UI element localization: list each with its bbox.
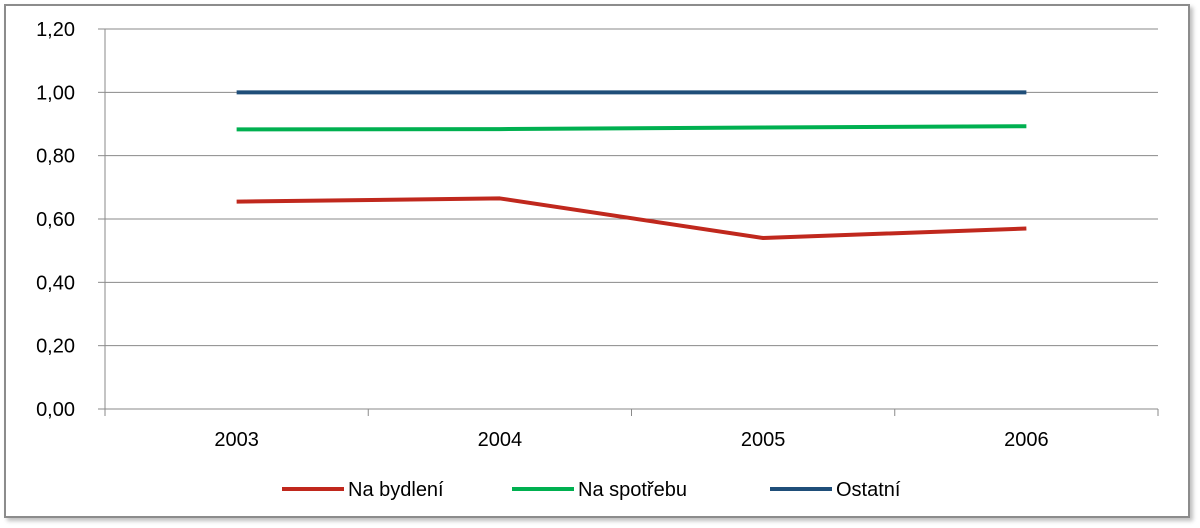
chart-frame <box>4 4 1190 518</box>
series-line-1 <box>236 196 1027 240</box>
x-tick-label: 2005 <box>741 429 786 451</box>
y-axis-ticks: 0,00 0,20 0,40 0,60 0,80 1,00 1,20 <box>36 19 105 421</box>
legend-label-1: Na bydlení <box>348 479 444 501</box>
x-tick-label: 2006 <box>1004 429 1049 451</box>
series-line-2 <box>236 124 1027 132</box>
legend-label-2: Na spotřebu <box>578 479 687 501</box>
y-tick-label: 1,00 <box>36 82 75 104</box>
x-tick-label: 2003 <box>214 429 259 451</box>
series-lines <box>236 90 1027 240</box>
x-tick-label: 2004 <box>478 429 523 451</box>
y-tick-label: 1,20 <box>36 19 75 41</box>
legend: Na bydlení Na spotřebu Ostatní <box>282 479 901 501</box>
y-tick-label: 0,00 <box>36 399 75 421</box>
legend-label-3: Ostatní <box>836 479 901 501</box>
y-tick-label: 0,80 <box>36 146 75 168</box>
y-tick-label: 0,60 <box>36 209 75 231</box>
gridlines <box>105 28 1158 347</box>
x-axis-ticks: 2003 2004 2005 2006 <box>104 409 1159 451</box>
y-tick-label: 0,40 <box>36 272 75 294</box>
y-tick-label: 0,20 <box>36 336 75 358</box>
